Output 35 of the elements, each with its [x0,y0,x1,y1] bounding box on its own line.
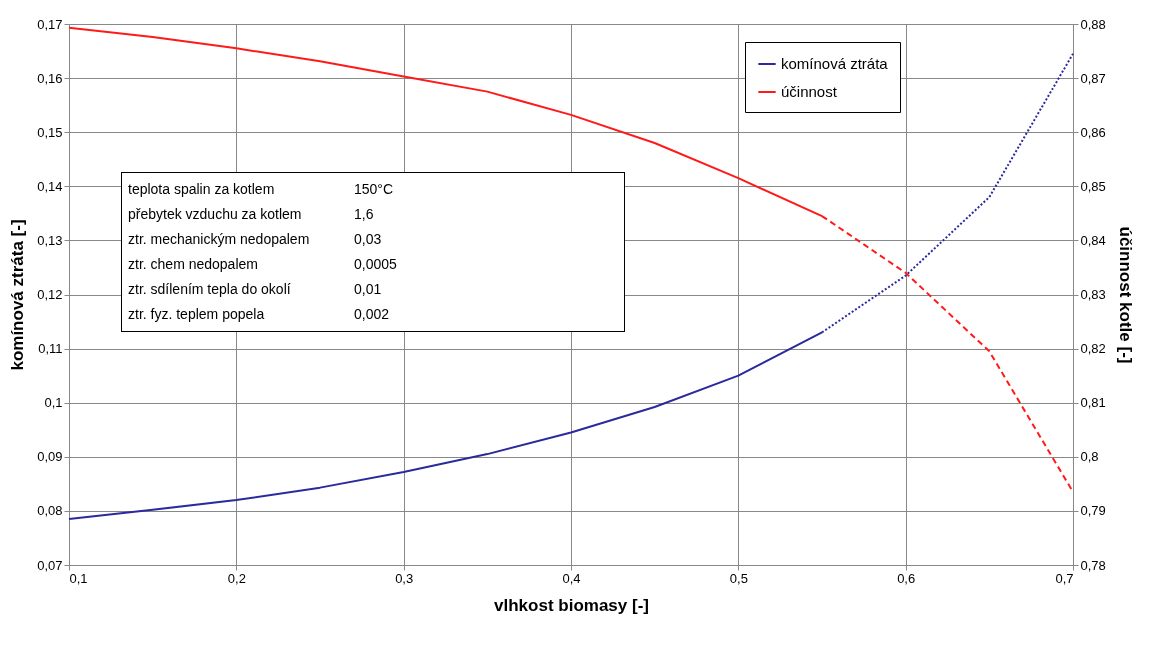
y-tick-label: 0,17 [37,16,63,32]
y-tick-label: 0,14 [37,178,63,194]
y-axis-title: komínová ztráta [-] [8,219,28,371]
y-tick-label: 0,11 [38,341,63,357]
y-tick-label: 0,07 [37,557,63,573]
y2-tick-label: 0,85 [1080,178,1106,194]
y-tick-label: 0,12 [37,287,63,302]
x-tick-label: 0,4 [562,570,581,586]
y2-axis-title: účinnost kotle [-] [1115,226,1135,364]
y-tick-label: 0,1 [44,395,63,411]
x-tick-label: 0,1 [69,570,88,586]
note-box: teplota spalin za kotlem 150°C přebytek vzduchu za kotlem 1,6 ztr. mechanickým nedopalem 0,03 ztr. chem nedopalem 0,0005 ztr. sdílením tepla do okolí 0,01 ztr. fyz. teplem popela 0,002 [121,172,625,332]
y2-tick-label: 0,81 [1080,395,1106,411]
y-tick-label: 0,15 [37,124,63,140]
y2-tick-label: 0,8 [1080,449,1099,465]
y2-tick-label: 0,88 [1080,16,1106,32]
y2-tick-label: 0,79 [1080,503,1106,519]
y-tick-label: 0,08 [37,503,63,519]
x-tick-label: 0,3 [395,570,414,586]
y2-tick-label: 0,87 [1080,70,1106,86]
y2-tick-label: 0,82 [1080,341,1106,357]
x-tick-label: 0,5 [729,570,748,586]
y-tick-label: 0,13 [37,232,63,248]
y-tick-label: 0,09 [37,449,63,465]
x-tick-label: 0,6 [897,570,916,586]
legend-label: komínová ztráta [781,55,889,72]
y2-tick-label: 0,86 [1080,124,1106,140]
x-tick-label: 0,2 [227,570,246,586]
y2-tick-label: 0,84 [1080,232,1106,248]
x-tick-label: 0,7 [1055,570,1074,586]
y-tick-label: 0,16 [37,70,63,86]
y2-tick-label: 0,83 [1080,287,1106,302]
x-axis-title: vlhkost biomasy [-] [494,595,649,615]
y2-tick-label: 0,78 [1080,557,1106,573]
legend-label: účinnost [781,83,838,100]
